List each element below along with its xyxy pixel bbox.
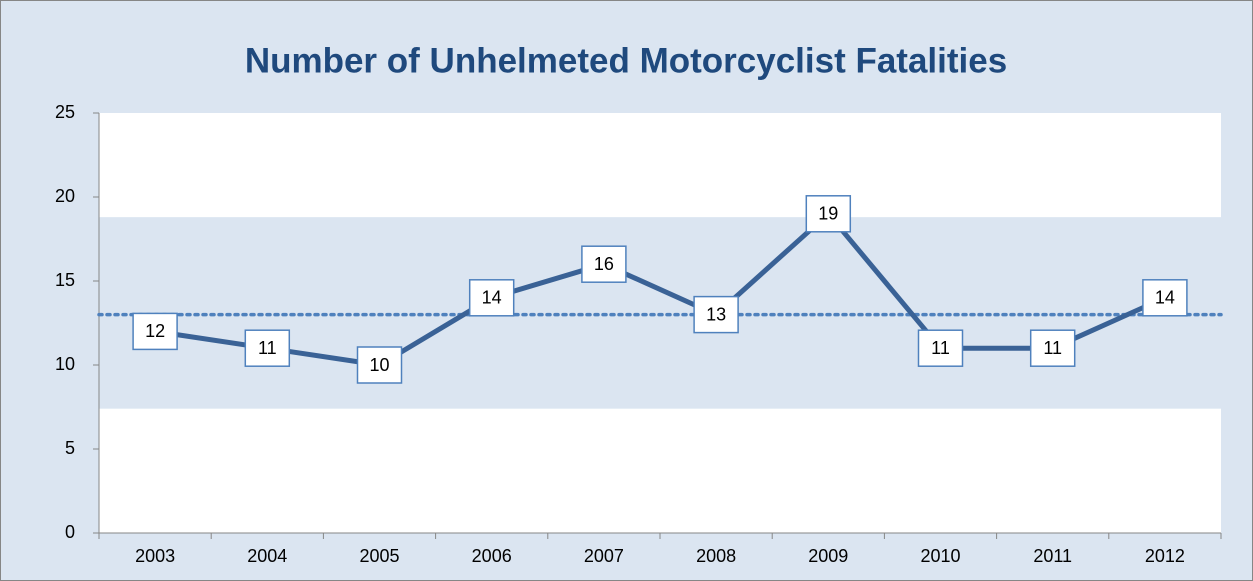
data-label: 14 — [482, 288, 502, 308]
chart-title: Number of Unhelmeted Motorcyclist Fatali… — [245, 41, 1007, 80]
y-tick-label: 15 — [55, 270, 75, 290]
x-tick-label: 2007 — [584, 546, 624, 566]
y-tick-label: 0 — [65, 522, 75, 542]
x-tick-label: 2004 — [247, 546, 287, 566]
data-label: 19 — [818, 204, 838, 224]
data-label: 13 — [706, 304, 726, 324]
data-label: 12 — [145, 321, 165, 341]
x-tick-label: 2010 — [920, 546, 960, 566]
data-label-box — [468, 279, 515, 317]
data-label-box — [244, 329, 291, 367]
data-label: 11 — [931, 338, 950, 358]
data-label-box — [132, 312, 178, 351]
x-tick-label: 2005 — [359, 546, 399, 566]
data-label-box — [1142, 279, 1188, 317]
data-label-box — [356, 346, 403, 384]
y-tick-label: 20 — [55, 186, 75, 206]
x-tick-label: 2009 — [808, 546, 848, 566]
y-tick-label: 10 — [55, 354, 75, 374]
data-label: 11 — [1043, 338, 1062, 358]
x-tick-label: 2003 — [135, 546, 175, 566]
data-label: 11 — [258, 338, 277, 358]
data-label-box — [917, 329, 964, 367]
x-tick-label: 2006 — [472, 546, 512, 566]
data-line — [154, 211, 1166, 368]
data-label-box — [1029, 329, 1076, 367]
data-label: 10 — [369, 355, 389, 375]
y-tick-label: 25 — [55, 102, 75, 122]
data-label: 16 — [594, 254, 614, 274]
data-label-box — [805, 195, 852, 233]
data-label-box — [581, 245, 627, 283]
x-tick-label: 2011 — [1033, 546, 1072, 566]
x-tick-label: 2012 — [1145, 546, 1185, 566]
data-label: 14 — [1155, 288, 1175, 308]
x-tick-label: 2008 — [696, 546, 736, 566]
data-label-box — [693, 295, 739, 334]
y-tick-label: 5 — [65, 438, 75, 458]
